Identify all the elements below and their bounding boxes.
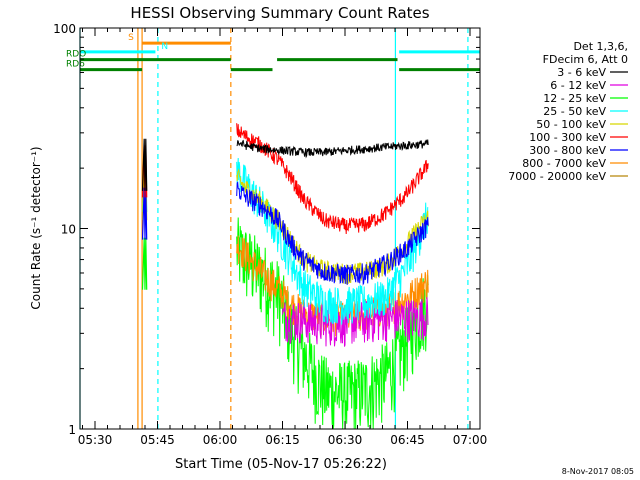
y-tick-label-1: 10 xyxy=(61,223,76,237)
series-spike-3-6-kev xyxy=(141,138,148,191)
series-line-300-800-kev xyxy=(236,181,429,286)
x-tick-label-2: 06:00 xyxy=(203,433,238,447)
legend-label-6-12-kev: 6 - 12 keV xyxy=(550,79,606,92)
flag-label-n: N xyxy=(161,42,168,52)
footer-date: 8-Nov-2017 08:05 xyxy=(562,467,634,476)
legend-label-300-800-kev: 300 - 800 keV xyxy=(529,144,606,157)
x-tick-label-5: 06:45 xyxy=(390,433,425,447)
x-tick-label-0: 05:30 xyxy=(78,433,113,447)
legend-label-100-300-kev: 100 - 300 keV xyxy=(529,131,606,144)
series-line-12-25-kev xyxy=(236,217,429,430)
series-line-3-6-kev xyxy=(236,139,429,159)
x-axis-label: Start Time (05-Nov-17 05:26:22) xyxy=(175,457,387,472)
legend-label-3-6-kev: 3 - 6 keV xyxy=(557,66,606,79)
chart-title: HESSI Observing Summary Count Rates xyxy=(130,4,429,22)
legend-label-25-50-kev: 25 - 50 keV xyxy=(543,105,606,118)
series-line-100-300-kev xyxy=(236,123,429,235)
vertical-marker-lines xyxy=(79,28,469,429)
x-tick-label-6: 07:00 xyxy=(453,433,488,447)
flag-label-s: S xyxy=(128,33,134,43)
series-layer xyxy=(141,123,429,430)
legend-header-1: FDecim 6, Att 0 xyxy=(543,53,628,66)
flag-label-rdo: RDO xyxy=(66,50,86,60)
legend-label-50-100-kev: 50 - 100 keV xyxy=(536,118,606,131)
y-axis-label: Count Rate (s⁻¹ detector⁻¹) xyxy=(29,146,43,309)
series-line-6-12-kev xyxy=(282,297,429,347)
y-tick-label-0: 1 xyxy=(68,423,76,437)
axis-ticks: 05:30 05:45 06:00 06:15 06:30 06:45 07:00 1 10 10… xyxy=(53,22,487,447)
x-tick-label-1: 05:45 xyxy=(140,433,175,447)
legend-header-0: Det 1,3,6, xyxy=(573,40,628,53)
y-tick-label-2: 100 xyxy=(53,22,76,36)
series-line-25-50-kev xyxy=(236,157,429,325)
series-spike-12-25-kev xyxy=(141,237,148,290)
legend-label-12-25-kev: 12 - 25 keV xyxy=(543,92,606,105)
x-tick-label-4: 06:30 xyxy=(328,433,363,447)
x-tick-label-3: 06:15 xyxy=(265,433,300,447)
legend-label-7000-20000-kev: 7000 - 20000 keV xyxy=(508,170,606,183)
series-spike-300-800-kev xyxy=(141,187,148,240)
flag-label-rd6: RD6 xyxy=(66,60,85,70)
legend-label-800-7000-kev: 800 - 7000 keV xyxy=(522,157,606,170)
